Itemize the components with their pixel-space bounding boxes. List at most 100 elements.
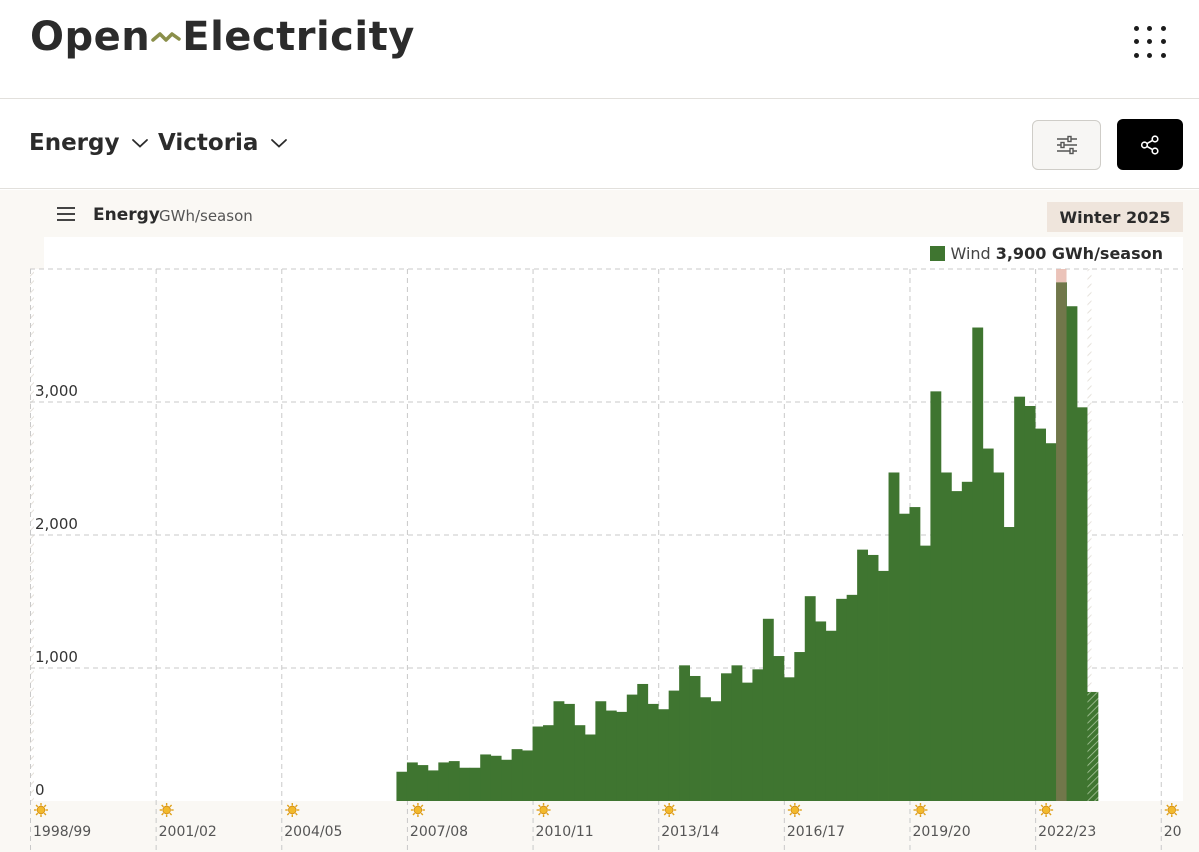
bar[interactable] [427, 770, 439, 801]
metric-dropdown[interactable]: Energy [29, 130, 149, 156]
highlight-period-bar[interactable] [1056, 282, 1067, 801]
bar[interactable] [553, 701, 565, 801]
filter-button[interactable] [1032, 120, 1101, 170]
bar[interactable] [825, 630, 837, 801]
sun-icon [787, 803, 802, 817]
x-tick-label: 2004/05 [284, 824, 342, 840]
sun-icon [662, 803, 677, 817]
bar[interactable] [700, 697, 711, 801]
bar[interactable] [522, 750, 533, 801]
bar[interactable] [532, 726, 544, 801]
x-tick-label: 2019/20 [912, 824, 970, 840]
bar[interactable] [584, 734, 596, 802]
bar[interactable] [919, 545, 931, 801]
chevron-down-icon [271, 139, 288, 148]
bar[interactable] [626, 694, 638, 801]
share-button[interactable] [1117, 119, 1183, 170]
bar[interactable] [647, 703, 659, 801]
bar[interactable] [679, 665, 691, 801]
bar[interactable] [1035, 428, 1046, 801]
partial-period-hatch [1087, 269, 1092, 692]
chevron-down-icon [132, 139, 149, 148]
bar[interactable] [846, 594, 858, 801]
bar[interactable] [490, 755, 502, 801]
bar[interactable] [899, 513, 910, 801]
x-tick-label: 2016/17 [787, 824, 845, 840]
bar[interactable] [396, 771, 408, 801]
bar[interactable] [783, 677, 795, 801]
bar[interactable] [668, 690, 680, 801]
region-dropdown[interactable]: Victoria [158, 130, 288, 156]
bar[interactable] [857, 549, 868, 801]
sun-icon [536, 803, 551, 817]
bar[interactable] [752, 669, 764, 801]
bar[interactable] [741, 682, 753, 801]
x-tick-label: 2001/02 [159, 824, 217, 840]
highlight-period-cap [1056, 269, 1067, 283]
bar[interactable] [480, 754, 492, 801]
bar[interactable] [501, 759, 513, 801]
bar[interactable] [1056, 282, 1067, 801]
bar[interactable] [867, 554, 879, 801]
bar[interactable] [930, 391, 942, 801]
bar[interactable] [448, 761, 460, 801]
hamburger-menu-icon[interactable] [57, 207, 75, 221]
bar[interactable] [815, 621, 827, 801]
bar[interactable] [616, 711, 628, 801]
bar[interactable] [710, 701, 722, 801]
bar[interactable] [595, 701, 607, 801]
bar[interactable] [689, 675, 701, 801]
dots-grid-icon[interactable] [1130, 22, 1170, 62]
bar[interactable] [637, 683, 649, 801]
bar[interactable] [878, 570, 889, 801]
y-tick-label: 0 [35, 781, 45, 799]
sun-icon [34, 803, 48, 817]
bar[interactable] [1077, 407, 1088, 801]
bar[interactable] [658, 709, 670, 801]
sun-icon [285, 803, 300, 817]
bar[interactable] [406, 762, 418, 801]
bar[interactable] [982, 448, 994, 801]
bar[interactable] [543, 725, 554, 801]
x-tick-label: 20 [1164, 824, 1182, 840]
bar[interactable] [993, 472, 1005, 801]
bar[interactable] [417, 765, 429, 801]
x-tick-label: 2010/11 [536, 824, 594, 840]
bar[interactable] [773, 656, 785, 801]
bar[interactable] [940, 472, 952, 801]
bar[interactable] [1003, 527, 1015, 801]
bar[interactable] [1066, 306, 1078, 801]
bar[interactable] [951, 491, 963, 801]
bar[interactable] [511, 749, 523, 801]
bar[interactable] [605, 710, 617, 801]
bar[interactable] [574, 725, 586, 801]
sun-icon [1164, 803, 1179, 817]
bar[interactable] [563, 703, 575, 801]
legend-series-value: 3,900 GWh/season [995, 244, 1163, 263]
bar[interactable] [1014, 396, 1026, 801]
share-icon [1140, 134, 1159, 155]
bar[interactable] [909, 507, 921, 801]
bar[interactable] [438, 762, 450, 801]
bar[interactable] [888, 472, 900, 801]
logo[interactable]: Open Electricity [30, 14, 415, 60]
bar[interactable] [459, 767, 471, 801]
metric-dropdown-label: Energy [29, 130, 120, 156]
bar[interactable] [469, 767, 481, 801]
bar[interactable] [794, 652, 806, 801]
bar[interactable] [1045, 443, 1057, 801]
bar[interactable] [961, 481, 973, 801]
legend[interactable]: Wind 3,900 GWh/season [929, 244, 1163, 263]
bar[interactable] [972, 327, 984, 801]
bar[interactable] [1087, 691, 1099, 801]
bar[interactable] [1024, 405, 1036, 801]
bar[interactable] [721, 673, 732, 801]
bar[interactable] [762, 618, 774, 801]
sun-icon [410, 803, 425, 817]
bar[interactable] [731, 665, 743, 801]
x-tick-label: 2007/08 [410, 824, 468, 840]
chart-header: Energy GWh/season Winter 2025 [0, 190, 1199, 238]
bar[interactable] [804, 596, 816, 801]
bar[interactable] [836, 598, 848, 801]
